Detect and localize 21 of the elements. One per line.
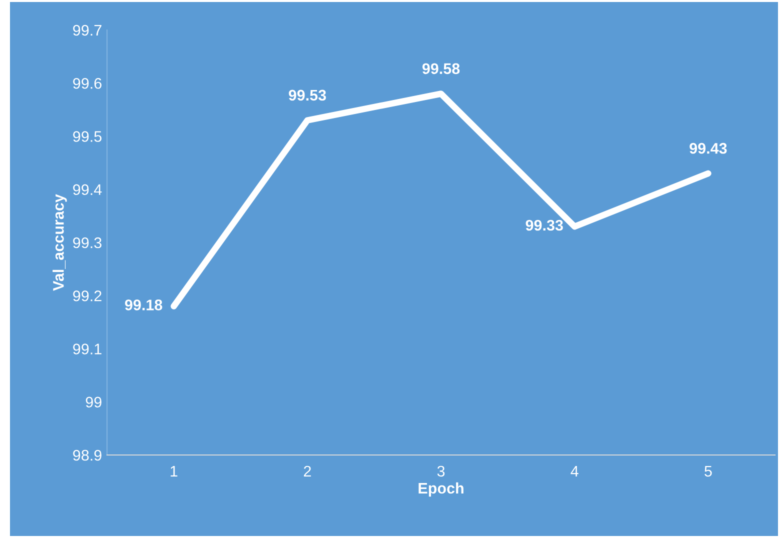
y-tick-label: 99.1 bbox=[73, 344, 102, 354]
y-tick-label: 99.4 bbox=[73, 184, 102, 196]
y-tick-label: 99.3 bbox=[73, 237, 102, 248]
y-axis-title: Val_accuracy bbox=[52, 194, 67, 291]
x-tick-label: 3 bbox=[437, 466, 445, 477]
y-tick-label: 98.9 bbox=[73, 450, 102, 461]
data-label: 99.53 bbox=[288, 90, 326, 101]
x-tick-label: 1 bbox=[170, 466, 178, 476]
y-tick-label: 99 bbox=[86, 396, 102, 408]
data-label: 99.33 bbox=[526, 220, 563, 231]
y-tick-label: 99.7 bbox=[73, 24, 102, 36]
x-tick-label: 5 bbox=[704, 466, 712, 477]
data-label: 99.18 bbox=[124, 300, 162, 310]
data-label: 99.58 bbox=[422, 63, 460, 74]
x-axis-title: Epoch bbox=[418, 482, 464, 497]
data-label: 99.43 bbox=[690, 142, 727, 154]
x-tick-label: 4 bbox=[570, 466, 578, 476]
y-tick-label: 99.5 bbox=[73, 131, 102, 142]
x-tick-label: 2 bbox=[304, 466, 311, 476]
y-tick-label: 99.6 bbox=[73, 78, 102, 89]
y-tick-label: 99.2 bbox=[73, 290, 102, 302]
